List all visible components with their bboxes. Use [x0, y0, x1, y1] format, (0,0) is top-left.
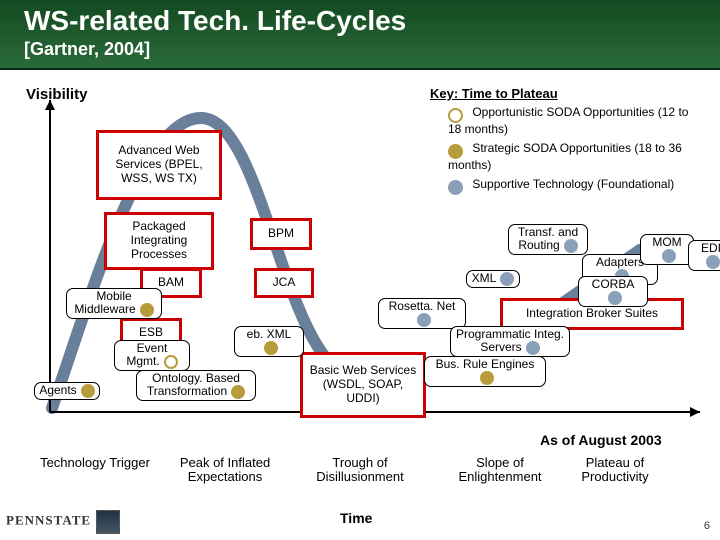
marker-icon: [500, 272, 514, 286]
legend-swatch-icon: [448, 180, 463, 195]
tech-evt-mgmt: Event Mgmt.: [114, 340, 190, 371]
phase-label: Peak of Inflated Expectations: [170, 456, 280, 485]
marker-icon: [81, 384, 95, 398]
marker-icon: [564, 239, 578, 253]
legend-text: Strategic SODA Opportunities (18 to 36 m…: [448, 141, 682, 172]
marker-icon: [608, 291, 622, 305]
marker-icon: [231, 385, 245, 399]
redbox-adv-ws: Advanced Web Services (BPEL, WSS, WS TX): [96, 130, 222, 200]
phase-label: Technology Trigger: [40, 456, 150, 470]
legend-swatch-icon: [448, 144, 463, 159]
legend-item-2: Supportive Technology (Foundational): [448, 178, 698, 195]
tech-ont: Ontology. Based Transformation: [136, 370, 256, 401]
x-axis-label: Time: [340, 510, 372, 526]
tech-pis: Programmatic Integ. Servers: [450, 326, 570, 357]
legend-item-0: Opportunistic SODA Opportunities (12 to …: [448, 106, 698, 137]
tech-mom: MOM: [640, 234, 694, 265]
legend-text: Opportunistic SODA Opportunities (12 to …: [448, 105, 688, 136]
page-number: 6: [704, 520, 710, 532]
tech-bre: Bus. Rule Engines: [424, 356, 546, 387]
marker-icon: [417, 313, 431, 327]
marker-icon: [164, 355, 178, 369]
legend-heading: Key: Time to Plateau: [430, 86, 558, 101]
legend-swatch-icon: [448, 108, 463, 123]
tech-xml: XML: [466, 270, 520, 288]
marker-icon: [526, 341, 540, 355]
phase-label: Plateau of Productivity: [560, 456, 670, 485]
tech-transf: Transf. and Routing: [508, 224, 588, 255]
redbox-pip: Packaged Integrating Processes: [104, 212, 214, 270]
marker-icon: [264, 341, 278, 355]
redbox-jca: JCA: [254, 268, 314, 298]
marker-icon: [480, 371, 494, 385]
redbox-basic-ws: Basic Web Services (WSDL, SOAP, UDDI): [300, 352, 426, 418]
tech-corba: CORBA: [578, 276, 648, 307]
tech-mobile-mw: Mobile Middleware: [66, 288, 162, 319]
marker-icon: [140, 303, 154, 317]
footer-logo: PENNSTATE: [6, 510, 120, 534]
tech-ebxml: eb. XML: [234, 326, 304, 357]
tech-agents: Agents: [34, 382, 100, 400]
phase-label: Slope of Enlightenment: [445, 456, 555, 485]
legend-text: Supportive Technology (Foundational): [472, 177, 674, 191]
as-of-label: As of August 2003: [540, 432, 662, 448]
marker-icon: [662, 249, 676, 263]
redbox-bpm: BPM: [250, 218, 312, 250]
slide-root: WS-related Tech. Life-Cycles [Gartner, 2…: [0, 0, 720, 540]
tech-edi: EDI: [688, 240, 720, 271]
tech-rosetta: Rosetta. Net: [378, 298, 466, 329]
legend-item-1: Strategic SODA Opportunities (18 to 36 m…: [448, 142, 698, 173]
y-axis-label: Visibility: [26, 86, 87, 103]
phase-label: Trough of Disillusionment: [305, 456, 415, 485]
marker-icon: [706, 255, 720, 269]
